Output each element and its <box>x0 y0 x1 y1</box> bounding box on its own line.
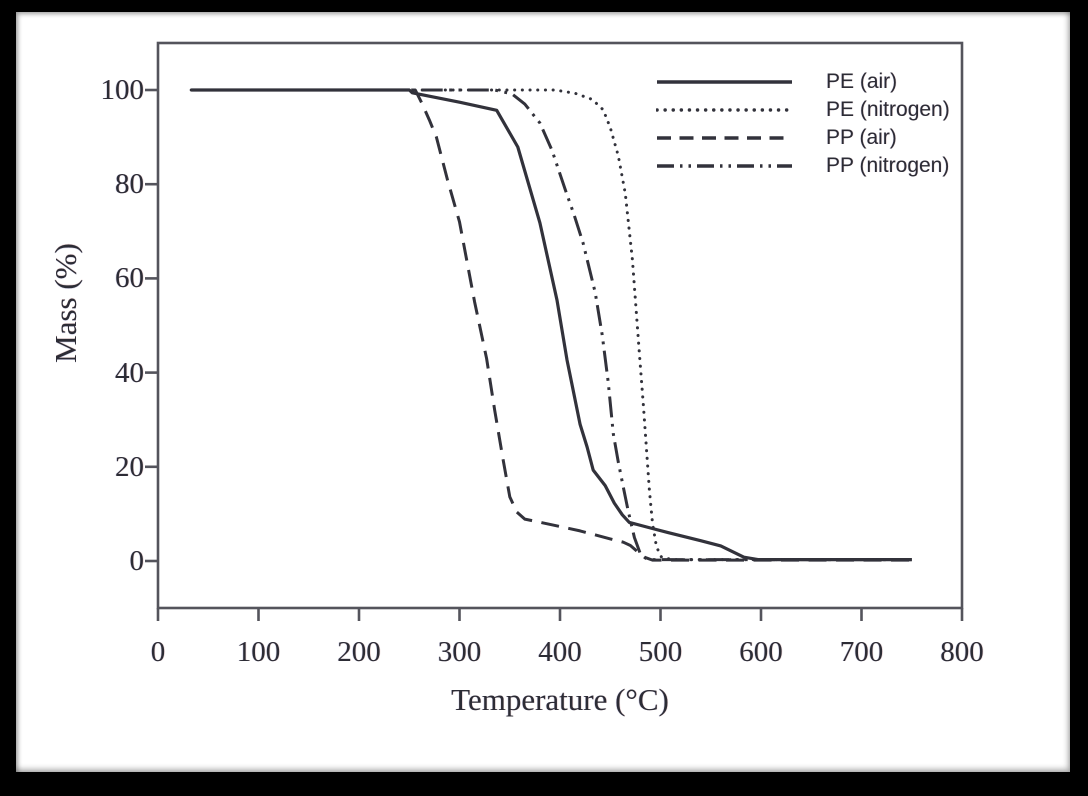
legend-item: PE (air) <box>656 68 986 96</box>
y-tick-label-40: 40 <box>115 356 144 389</box>
legend-label: PE (air) <box>826 70 898 93</box>
legend-item: PP (air) <box>656 124 986 152</box>
x-tick-label-500: 500 <box>638 636 683 668</box>
legend-line-sample <box>656 108 793 112</box>
x-tick-label-800: 800 <box>940 636 984 668</box>
legend-item: PP (nitrogen) <box>656 152 986 180</box>
legend-line-sample <box>657 80 792 84</box>
y-tick-label-0: 0 <box>129 545 145 577</box>
legend-label: PE (nitrogen) <box>826 98 950 121</box>
y-tick-label-100: 100 <box>100 74 145 106</box>
curve-pe-nitrogen <box>189 88 914 562</box>
legend-line-sample <box>657 136 792 140</box>
curve-pe-air <box>191 88 912 562</box>
x-tick-label-400: 400 <box>538 636 582 668</box>
x-tick-label-200: 200 <box>337 636 381 668</box>
y-tick-label-20: 20 <box>115 450 144 483</box>
x-tick-label-0: 0 <box>150 636 166 668</box>
x-tick-label-100: 100 <box>236 636 281 668</box>
y-tick-label-80: 80 <box>115 168 144 201</box>
legend-line-sample <box>657 164 792 168</box>
y-tick-label-60: 60 <box>115 262 144 295</box>
legend-label: PP (nitrogen) <box>826 154 950 177</box>
x-axis-title: Temperature (°C) <box>451 682 669 717</box>
x-tick-label-600: 600 <box>739 636 783 668</box>
x-tick-label-700: 700 <box>839 636 884 668</box>
legend-item: PE (nitrogen) <box>656 96 986 124</box>
x-tick-label-300: 300 <box>437 636 482 668</box>
curve-pp-air <box>191 88 912 562</box>
legend-label: PP (air) <box>826 126 897 149</box>
figure-page <box>16 12 1070 772</box>
curve-pp-nitrogen <box>191 88 912 562</box>
